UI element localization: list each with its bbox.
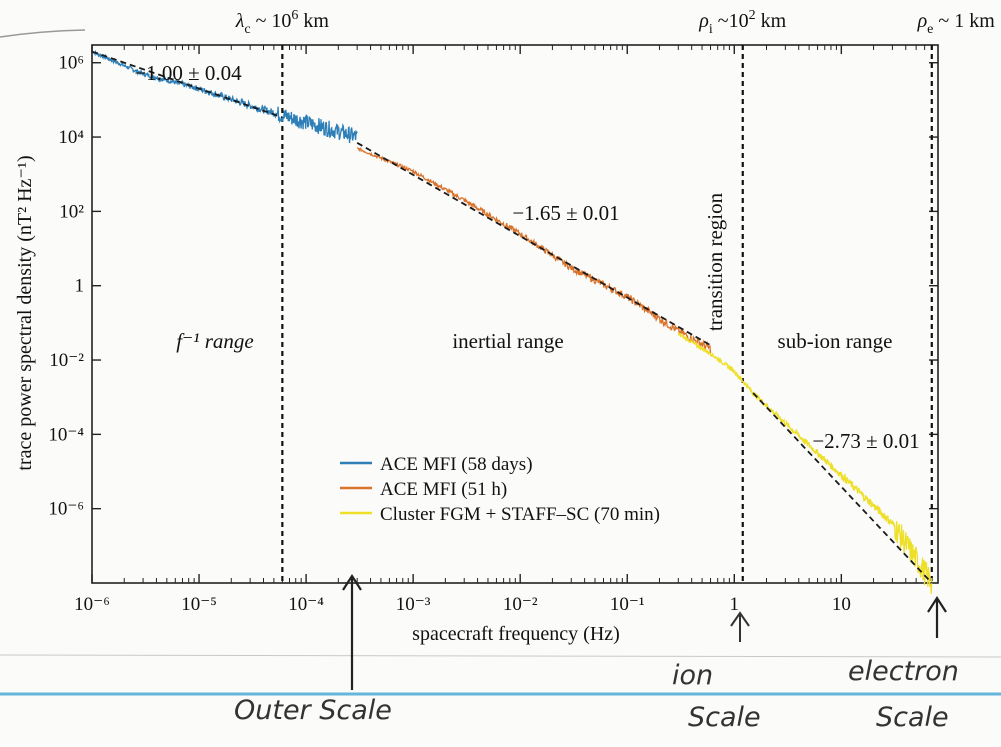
- x-tick-label: 1: [730, 594, 740, 615]
- scale-marker-label: ρe ~ 1 km: [917, 10, 996, 37]
- region-label-transition: transition region: [703, 192, 727, 331]
- x-tick-label: 10⁻⁶: [74, 594, 110, 615]
- x-tick-label: 10⁻⁵: [181, 594, 217, 615]
- note-ion-scale-line2: Scale: [688, 702, 761, 733]
- legend-label-ace-51h: ACE MFI (51 h): [380, 479, 507, 500]
- y-tick-label: 1: [75, 276, 85, 297]
- arrow-outer-scale: [342, 573, 362, 690]
- region-label-sub-ion: sub-ion range: [778, 329, 893, 353]
- region-label-f-inverse: f⁻¹ range: [176, 329, 253, 353]
- note-electron-scale-line2: Scale: [876, 702, 949, 733]
- series-line-ace-51h: [356, 147, 712, 354]
- page-top-curve: [0, 29, 86, 38]
- arrow-electron-scale: [927, 595, 947, 638]
- legend: ACE MFI (58 days) ACE MFI (51 h) Cluster…: [340, 454, 660, 525]
- x-tick-label: 10⁻⁴: [288, 594, 324, 615]
- legend-label-ace-58d: ACE MFI (58 days): [380, 454, 533, 475]
- fit-line-f-inverse: [91, 50, 283, 119]
- note-outer-scale: Outer Scale: [234, 695, 392, 726]
- notebook-faint-line: [0, 654, 1001, 658]
- plot-frame: [91, 44, 939, 584]
- legend-label-cluster: Cluster FGM + STAFF–SC (70 min): [380, 504, 660, 525]
- series-line-cluster: [677, 332, 933, 594]
- y-tick-label: 10⁻²: [49, 350, 84, 371]
- y-axis-label: trace power spectral density (nT² Hz⁻¹): [14, 155, 36, 470]
- slope-label-f-inverse: −1.00 ± 0.04: [134, 61, 242, 85]
- x-tick-label: 10⁻¹: [610, 594, 645, 615]
- scale-marker-label: ρi ~102 km: [698, 8, 786, 37]
- fit-line-sub-ion: [752, 392, 933, 584]
- series-line-ace-58d: [91, 49, 358, 144]
- region-label-inertial: inertial range: [452, 329, 563, 353]
- note-ion-scale-line1: ion: [672, 660, 713, 691]
- x-tick-label: 10: [832, 594, 851, 615]
- x-tick-label: 10⁻²: [503, 594, 538, 615]
- handwritten-annotations: Outer Scale ion Scale electron Scale: [234, 573, 959, 733]
- y-tick-label: 10⁻⁴: [48, 424, 84, 445]
- fit-line-inertial: [356, 142, 711, 347]
- arrow-ion-scale: [730, 611, 750, 642]
- y-tick-label: 10⁻⁶: [48, 499, 84, 520]
- scale-marker-label: λc ~ 106 km: [235, 8, 330, 37]
- y-tick-label: 10²: [59, 201, 84, 222]
- x-axis-label: spacecraft frequency (Hz): [412, 623, 620, 645]
- y-tick-label: 10⁴: [58, 127, 84, 148]
- x-tick-label: 10⁻³: [396, 594, 431, 615]
- note-electron-scale-line1: electron: [848, 656, 959, 687]
- slope-label-inertial: −1.65 ± 0.01: [512, 201, 619, 225]
- slope-label-sub-ion: −2.73 ± 0.01: [812, 429, 919, 453]
- y-tick-label: 10⁶: [58, 53, 84, 74]
